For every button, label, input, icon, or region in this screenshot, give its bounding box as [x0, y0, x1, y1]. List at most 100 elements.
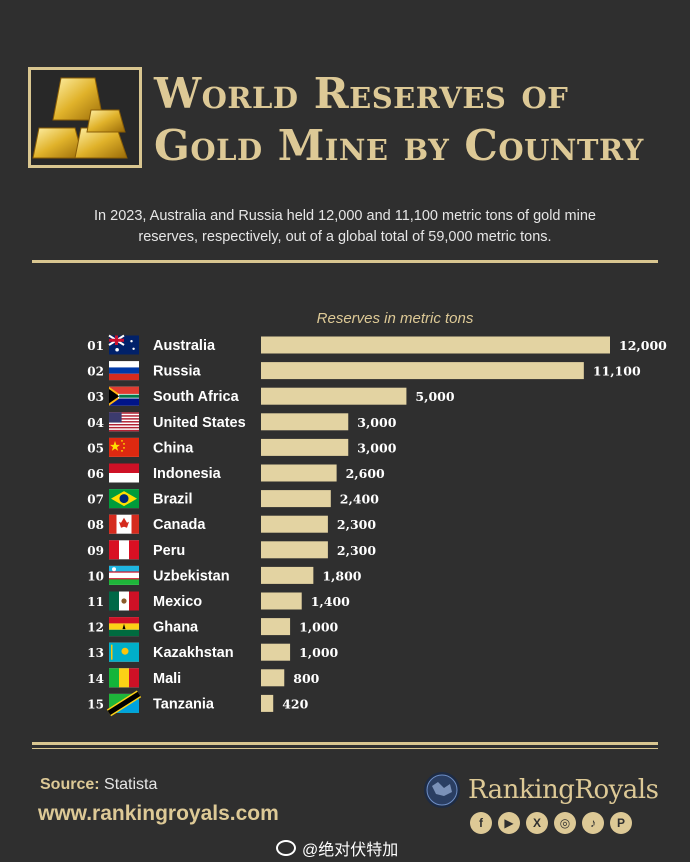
value-label: 2,300	[337, 543, 376, 558]
bar	[261, 592, 302, 610]
rank-label: 06	[87, 467, 104, 481]
watermark-text: @绝对伏特加	[302, 842, 399, 859]
bar	[261, 362, 584, 380]
value-label: 1,800	[322, 568, 361, 583]
rank-label: 13	[87, 646, 104, 660]
bar	[261, 387, 407, 405]
instagram-icon[interactable]: ◎	[554, 812, 576, 834]
flag-canada-icon	[109, 514, 139, 534]
title-line-1: World Reserves of	[154, 69, 569, 118]
flag-ghana-icon	[109, 617, 139, 637]
brand-globe-icon	[424, 772, 460, 808]
table-row: 11 Mexico 1,400	[87, 591, 350, 611]
watermark: @绝对伏特加	[276, 836, 398, 860]
flag-china-icon	[109, 437, 139, 457]
source-value: Statista	[104, 776, 158, 793]
pinterest-icon[interactable]: P	[610, 812, 632, 834]
table-row: 04 United States 3,000	[87, 412, 397, 432]
flag-tanzania-icon	[106, 690, 142, 717]
facebook-icon[interactable]: f	[470, 812, 492, 834]
value-label: 1,000	[299, 620, 338, 635]
flag-russia-icon	[109, 361, 139, 381]
rank-label: 12	[87, 621, 104, 635]
weibo-icon	[276, 840, 296, 856]
table-row: 02 Russia 11,100	[87, 361, 641, 381]
table-row: 10 Uzbekistan 1,800	[87, 565, 362, 585]
table-row: 06 Indonesia 2,600	[87, 463, 385, 483]
rank-label: 15	[87, 697, 104, 711]
tiktok-icon[interactable]: ♪	[582, 812, 604, 834]
table-row: 14 Mali 800	[87, 668, 320, 688]
flag-mexico-icon	[109, 591, 139, 611]
rank-label: 11	[87, 595, 104, 609]
rank-label: 14	[87, 672, 104, 686]
category-label: Uzbekistan	[153, 568, 230, 584]
category-label: Brazil	[153, 492, 193, 508]
top-divider	[32, 260, 658, 263]
category-label: Russia	[153, 364, 201, 380]
table-row: 07 Brazil 2,400	[87, 489, 379, 509]
value-label: 1,400	[311, 594, 350, 609]
flag-kazakhstan-icon	[109, 642, 139, 662]
bar	[261, 515, 328, 533]
value-label: 1,000	[299, 645, 338, 660]
rank-label: 08	[87, 518, 104, 532]
category-label: South Africa	[153, 389, 240, 405]
category-label: Indonesia	[153, 466, 222, 482]
social-links: f ▶ X ◎ ♪ P	[470, 812, 632, 834]
category-label: Peru	[153, 543, 185, 559]
bar	[261, 669, 285, 687]
gold-bars-icon	[32, 77, 128, 159]
bottom-divider	[32, 742, 658, 745]
value-label: 12,000	[619, 338, 667, 353]
category-label: Australia	[153, 338, 216, 354]
website-url[interactable]: www.rankingroyals.com	[38, 802, 279, 825]
bottom-divider-thin	[32, 748, 658, 749]
table-row: 12 Ghana 1,000	[87, 617, 339, 637]
category-label: Mali	[153, 671, 181, 687]
table-row: 08 Canada 2,300	[87, 514, 376, 534]
bar	[261, 490, 331, 508]
value-label: 800	[293, 671, 319, 686]
gold-bars-logo	[28, 67, 142, 168]
flag-uzbekistan-icon	[109, 565, 139, 585]
category-label: China	[153, 440, 194, 456]
rank-label: 04	[87, 416, 104, 430]
category-label: Tanzania	[153, 696, 215, 712]
category-label: Ghana	[153, 620, 199, 636]
value-label: 2,600	[346, 466, 385, 481]
bar	[261, 413, 349, 431]
brand-name: RankingRoyals	[468, 775, 659, 805]
table-row: 13 Kazakhstan 1,000	[87, 642, 339, 662]
rank-label: 01	[87, 339, 104, 353]
rank-label: 09	[87, 544, 104, 558]
table-row: 05 China 3,000	[87, 437, 397, 457]
brand: RankingRoyals	[424, 772, 659, 808]
bar	[261, 618, 291, 636]
rank-label: 03	[87, 390, 104, 404]
page-title: World Reserves of Gold Mine by Country	[154, 69, 674, 173]
x-icon[interactable]: X	[526, 812, 548, 834]
subtitle-line-2: reserves, respectively, out of a global …	[138, 229, 552, 245]
source-line: Source: Statista	[40, 776, 157, 794]
flag-peru-icon	[109, 540, 139, 560]
value-label: 420	[282, 696, 308, 711]
title-line-2: Gold Mine by Country	[154, 121, 644, 170]
flag-south-africa-icon	[109, 386, 139, 406]
bar	[261, 694, 274, 712]
table-row: 03 South Africa 5,000	[87, 386, 455, 406]
bar	[261, 541, 328, 559]
category-label: Mexico	[153, 594, 202, 610]
bar	[261, 566, 314, 584]
source-key: Source:	[40, 776, 100, 793]
value-label: 5,000	[415, 389, 454, 404]
chart-title: Reserves in metric tons	[316, 310, 474, 327]
bar	[261, 438, 349, 456]
youtube-icon[interactable]: ▶	[498, 812, 520, 834]
rank-label: 05	[87, 441, 104, 455]
value-label: 2,300	[337, 517, 376, 532]
value-label: 3,000	[357, 415, 396, 430]
rank-label: 02	[87, 365, 104, 379]
bar	[261, 336, 610, 354]
